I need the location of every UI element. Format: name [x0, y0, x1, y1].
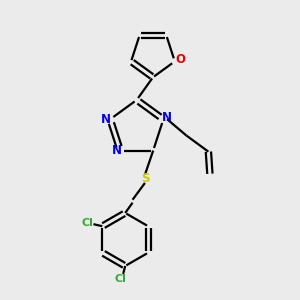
Text: N: N — [112, 144, 122, 157]
Text: N: N — [101, 113, 111, 126]
Text: O: O — [175, 53, 185, 66]
Text: N: N — [162, 111, 172, 124]
Text: Cl: Cl — [82, 218, 94, 228]
Text: S: S — [141, 172, 149, 185]
Text: Cl: Cl — [115, 274, 127, 284]
